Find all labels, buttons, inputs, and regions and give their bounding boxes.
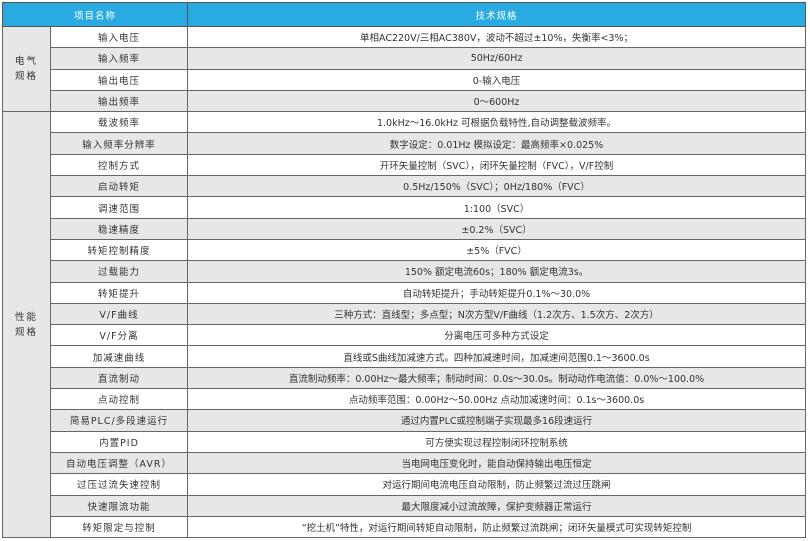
item-name-cell: 转矩提升	[49, 281, 189, 304]
table-row: 输入频率 50Hz/60Hz	[3, 47, 806, 70]
table-row: 快速限流功能 最大限度减小过流故障，保护变频器正常运行	[3, 494, 806, 517]
item-name-cell: 自动电压调整（AVR）	[49, 451, 189, 475]
category-label: 电气	[14, 56, 38, 68]
table-row: 简易PLC/多段速运行 通过内置PLC或控制端子实现最多16段速运行	[3, 409, 806, 432]
item-name-cell: 调速范围	[49, 196, 189, 219]
item-name-cell: 输出电压	[49, 68, 189, 91]
item-name-cell: 过压过流失速控制	[49, 473, 189, 496]
item-name-cell: 快速限流功能	[49, 494, 189, 517]
spec-cell: “挖土机”特性，对运行期间转矩自动限制，防止频繁过流跳闸；闭环矢量模式可实现转矩…	[187, 515, 806, 539]
spec-cell: ±5%（FVC）	[187, 238, 806, 262]
table-row: 内置PID 可方便实现过程控制闭环控制系统	[3, 430, 806, 453]
spec-cell: 150% 额定电流60s；180% 额定电流3s。	[187, 260, 806, 283]
table-row: 输出频率 0～600Hz	[3, 89, 806, 113]
table-row: 稳速精度 ±0.2%（SVC）	[3, 217, 806, 240]
table-row: 点动控制 点动频率范围：0.00Hz～50.00Hz 点动加减速时间：0.1s～3…	[3, 388, 806, 411]
spec-cell: 直线或S曲线加减速方式。四种加减速时间，加减速间范围0.1～3600.0s	[187, 345, 806, 368]
item-name-cell: 输入电压	[49, 25, 189, 49]
item-name-cell: 点动控制	[49, 388, 189, 411]
item-name-cell: 过载能力	[49, 260, 189, 283]
category-cell: 电气 规格	[2, 25, 51, 113]
table-header-row: 项目名称 技术规格	[1, 2, 806, 27]
spec-cell: 直流制动频率：0.00Hz～最大频率；制动时间：0.0s～30.0s。制动动作电…	[187, 366, 806, 390]
item-name-cell: 直流制动	[49, 366, 189, 390]
item-name-cell: 稳速精度	[49, 217, 189, 240]
spec-cell: 分离电压可多种方式设定	[187, 324, 806, 347]
item-name-cell: 输出频率	[49, 89, 189, 113]
table-row: 过载能力 150% 额定电流60s；180% 额定电流3s。	[3, 260, 806, 283]
item-name-cell: 加减速曲线	[49, 345, 189, 368]
item-name-cell: 简易PLC/多段速运行	[49, 409, 189, 432]
item-name-cell: 输入频率分辨率	[49, 132, 189, 155]
category-label: 规格	[14, 71, 38, 83]
table-row: V/F曲线 三种方式：直线型；多点型；N次方型V/F曲线（1.2次方、1.5次方、…	[3, 302, 806, 326]
item-name-cell: 转矩控制精度	[49, 238, 189, 262]
table-row: 转矩提升 自动转矩提升；手动转矩提升0.1%～30.0%	[3, 281, 806, 304]
spec-cell: 自动转矩提升；手动转矩提升0.1%～30.0%	[187, 281, 806, 304]
item-name-cell: V/F分离	[49, 324, 189, 347]
table-row: 直流制动 直流制动频率：0.00Hz～最大频率；制动时间：0.0s～30.0s。制…	[3, 366, 806, 390]
table-row: 调速范围 1:100（SVC）	[3, 196, 806, 219]
table-row: 自动电压调整（AVR） 当电网电压变化时，能自动保持输出电压恒定	[3, 451, 806, 475]
table-row: 控制方式 开环矢量控制（SVC），闭环矢量控制（FVC），V/F控制	[3, 153, 806, 177]
table-row: 电气 规格 输入电压 单相AC220V/三相AC380V，波动不超过±10%，失衡率<…	[2, 25, 806, 113]
spec-cell: 当电网电压变化时，能自动保持输出电压恒定	[187, 451, 806, 475]
spec-cell: 通过内置PLC或控制端子实现最多16段速运行	[187, 409, 806, 432]
table-row: 转矩限定与控制 “挖土机”特性，对运行期间转矩自动限制，防止频繁过流跳闸；闭环矢量…	[3, 515, 806, 539]
table-row: 过压过流失速控制 对运行期间电流电压自动限制，防止频繁过流过压跳闸	[3, 473, 806, 496]
item-name-cell: 控制方式	[49, 153, 189, 177]
spec-cell: 0-输入电压	[187, 68, 806, 91]
table-row: 输出电压 0-输入电压	[3, 68, 806, 91]
spec-cell: 单相AC220V/三相AC380V，波动不超过±10%，失衡率<3%；	[187, 25, 806, 49]
table-row: 性能 规格 载波频率 1.0kHz～16.0kHz 可根据负载特性,自动调整载波频率。	[2, 111, 806, 539]
header-item-name: 项目名称	[1, 2, 189, 27]
spec-cell: 50Hz/60Hz	[187, 47, 806, 70]
header-spec: 技术规格	[187, 2, 806, 27]
item-name-cell: 转矩限定与控制	[49, 515, 189, 539]
item-name-cell: 启动转矩	[49, 175, 189, 198]
category-cell: 性能 规格	[2, 111, 51, 539]
spec-cell: 数字设定：0.01Hz 模拟设定：最高频率×0.025%	[187, 132, 806, 155]
table-row: 输入频率分辨率 数字设定：0.01Hz 模拟设定：最高频率×0.025%	[3, 132, 806, 155]
table-row: 加减速曲线 直线或S曲线加减速方式。四种加减速时间，加减速间范围0.1～3600.…	[3, 345, 806, 368]
spec-cell: 点动频率范围：0.00Hz～50.00Hz 点动加减速时间：0.1s～3600.…	[187, 388, 806, 411]
spec-cell: 0.5Hz/150%（SVC）；0Hz/180%（FVC）	[187, 175, 806, 198]
spec-cell: ±0.2%（SVC）	[187, 217, 806, 240]
spec-cell: 1.0kHz～16.0kHz 可根据负载特性,自动调整载波频率。	[187, 111, 806, 134]
item-name-cell: 内置PID	[49, 430, 189, 453]
spec-cell: 对运行期间电流电压自动限制，防止频繁过流过压跳闸	[187, 473, 806, 496]
category-label: 规格	[14, 326, 38, 338]
spec-cell: 可方便实现过程控制闭环控制系统	[187, 430, 806, 453]
table-row: V/F分离 分离电压可多种方式设定	[3, 324, 806, 347]
table-row: 启动转矩 0.5Hz/150%（SVC）；0Hz/180%（FVC）	[3, 175, 806, 198]
spec-cell: 1:100（SVC）	[187, 196, 806, 219]
category-label: 性能	[14, 311, 38, 323]
spec-cell: 最大限度减小过流故障，保护变频器正常运行	[187, 494, 806, 517]
spec-cell: 0～600Hz	[187, 89, 806, 113]
spec-cell: 三种方式：直线型；多点型；N次方型V/F曲线（1.2次方、1.5次方、2次方）	[187, 302, 806, 326]
table-row: 转矩控制精度 ±5%（FVC）	[3, 238, 806, 262]
item-name-cell: 载波频率	[49, 111, 189, 134]
spec-cell: 开环矢量控制（SVC），闭环矢量控制（FVC），V/F控制	[187, 153, 806, 177]
item-name-cell: 输入频率	[49, 47, 189, 70]
item-name-cell: V/F曲线	[49, 302, 189, 326]
